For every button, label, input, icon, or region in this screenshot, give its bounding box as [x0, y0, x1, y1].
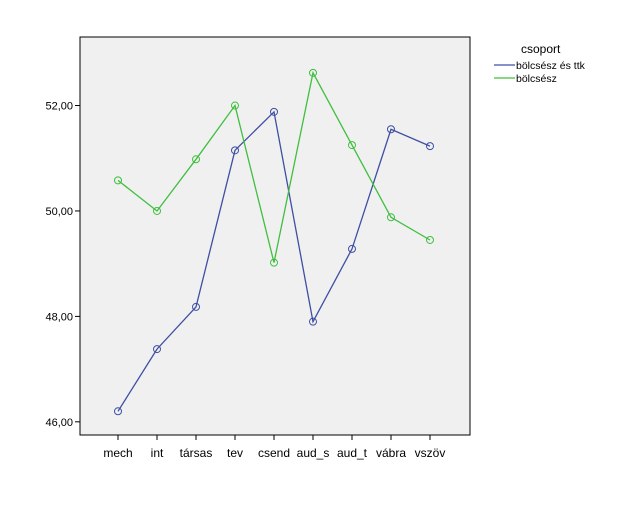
y-tick-label: 48,00	[45, 311, 73, 323]
x-tick-label: csend	[258, 446, 290, 460]
data-point-series-2	[387, 213, 395, 222]
x-tick-label: aud_s	[297, 446, 330, 460]
x-tick-label: tev	[227, 446, 243, 460]
y-axis: 46,00 48,00 50,00 52,00	[45, 101, 80, 429]
series-layer	[114, 68, 434, 416]
data-point-series-1	[192, 302, 200, 311]
y-tick-label: 50,00	[45, 206, 73, 218]
series-line-2	[117, 70, 431, 263]
data-point-series-1	[309, 317, 317, 326]
data-point-series-1	[114, 407, 122, 416]
x-tick-label: vábra	[376, 446, 406, 460]
legend-label-1: bölcsész és ttk	[516, 60, 586, 72]
legend-label-2: bölcsész	[516, 73, 557, 85]
data-point-series-2	[231, 101, 239, 110]
y-tick-label: 52,00	[45, 101, 73, 113]
data-point-series-2	[192, 155, 200, 164]
x-axis: mech int társas tev csend aud_s aud_t vábra vszö…	[103, 435, 445, 460]
x-tick-label: mech	[103, 446, 132, 460]
data-point-series-2	[426, 235, 434, 244]
data-point-series-1	[387, 125, 395, 134]
x-tick-label: vszöv	[415, 446, 446, 460]
legend-title: csoport	[521, 42, 561, 56]
data-point-series-1	[348, 244, 356, 253]
data-point-series-2	[348, 141, 356, 150]
x-tick-label: aud_t	[337, 446, 368, 460]
plot-area	[79, 36, 471, 436]
data-point-series-1	[426, 142, 434, 151]
data-point-series-1	[153, 345, 161, 354]
data-point-series-1	[231, 146, 239, 155]
x-tick-label: társas	[180, 446, 213, 460]
data-point-series-1	[270, 107, 278, 116]
data-point-series-2	[270, 258, 278, 267]
x-tick-label: int	[151, 446, 164, 460]
data-point-series-2	[309, 68, 317, 77]
data-point-series-2	[114, 176, 122, 185]
data-point-series-2	[153, 206, 161, 215]
y-tick-label: 46,00	[45, 417, 73, 429]
series-line-1	[117, 110, 431, 412]
